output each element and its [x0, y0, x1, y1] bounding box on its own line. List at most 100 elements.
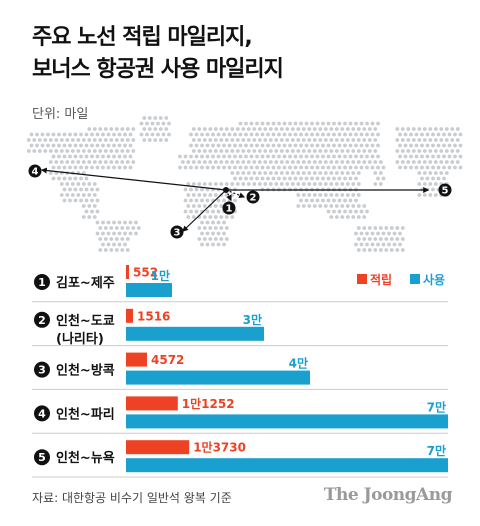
legend-swatch-use — [410, 274, 420, 284]
map-dot — [142, 116, 147, 120]
map-dot — [348, 176, 353, 181]
map-dot — [183, 187, 188, 192]
map-dot — [417, 149, 422, 153]
map-dot — [98, 226, 103, 230]
map-dot — [128, 231, 133, 236]
map-dot — [450, 127, 455, 131]
map-dot — [334, 127, 339, 131]
map-dot — [268, 182, 273, 186]
map-dot — [417, 171, 422, 175]
map-dot — [87, 193, 92, 197]
map-dot — [76, 193, 81, 197]
map-dot — [84, 132, 89, 137]
map-dot — [318, 160, 323, 164]
use-value-label: 1만 — [151, 268, 170, 283]
map-dot — [282, 165, 287, 170]
map-marker-number: 5 — [442, 186, 449, 197]
map-dot — [389, 248, 394, 252]
unit-label: 단위: 마일 — [32, 107, 89, 122]
map-dot — [216, 132, 221, 137]
map-dot — [191, 127, 196, 131]
map-dot — [263, 171, 268, 175]
use-value-label: 7만 — [427, 443, 446, 458]
brand-logo: The JoongAng — [323, 485, 453, 505]
earn-value-label: 1516 — [137, 309, 170, 323]
map-dot — [260, 143, 265, 148]
map-dot — [139, 121, 144, 126]
map-dot — [79, 165, 83, 170]
map-dot — [197, 182, 202, 186]
map-dot — [68, 187, 72, 192]
map-dot — [395, 138, 400, 142]
map-dot — [106, 143, 111, 148]
use-bar — [126, 370, 310, 385]
map-dot — [293, 165, 298, 170]
map-dot — [376, 176, 380, 181]
map-dot — [106, 154, 111, 159]
map-dot — [395, 160, 400, 164]
map-dot — [312, 193, 317, 197]
map-dot — [351, 171, 356, 175]
map-dot — [189, 209, 193, 214]
map-dot — [290, 160, 295, 164]
map-dot — [153, 116, 158, 120]
map-dot — [43, 138, 48, 142]
map-marker-number: 1 — [226, 204, 233, 215]
map-dot — [219, 138, 224, 142]
map-dot — [373, 237, 378, 241]
map-dot — [92, 204, 97, 208]
map-dot — [189, 187, 193, 192]
map-dot — [109, 160, 114, 164]
map-dot — [109, 248, 114, 252]
map-dot — [340, 171, 345, 175]
map-dot — [202, 226, 207, 230]
map-dot — [241, 171, 246, 175]
map-dot — [106, 242, 111, 247]
map-dot — [62, 132, 67, 137]
map-dot — [244, 121, 248, 126]
map-dot — [323, 127, 328, 131]
map-dot — [252, 160, 257, 164]
map-dot — [279, 160, 284, 164]
map-dot — [183, 154, 188, 159]
map-dot — [442, 165, 446, 170]
map-dot — [334, 193, 339, 197]
map-dot — [343, 209, 347, 214]
map-dot — [340, 127, 345, 131]
map-dot — [230, 193, 235, 197]
map-dot — [307, 182, 312, 186]
map-dot — [84, 176, 89, 181]
map-dot — [260, 121, 265, 126]
legend-label-earn: 적립 — [370, 272, 392, 287]
map-dot — [98, 149, 103, 153]
map-dot — [79, 132, 83, 137]
route-row-5: 5 인천~뉴욕 1만3730 7만 — [32, 440, 448, 478]
map-dot — [117, 143, 122, 148]
map-dot — [57, 143, 61, 148]
map-marker-badge — [246, 190, 260, 204]
map-dot — [233, 132, 237, 137]
map-dot — [337, 198, 342, 203]
map-dot — [356, 204, 361, 208]
map-dot — [213, 237, 218, 241]
map-marker-3: 3 — [170, 225, 184, 239]
map-dot — [362, 226, 367, 230]
map-dot — [48, 160, 53, 164]
map-dot — [208, 237, 213, 241]
map-dot — [373, 182, 378, 186]
map-dot — [323, 138, 328, 142]
map-dot — [123, 143, 127, 148]
map-dot — [345, 160, 350, 164]
map-dot — [337, 121, 342, 126]
map-dot — [257, 127, 262, 131]
map-dot — [134, 220, 138, 225]
map-marker-5: 5 — [438, 183, 452, 197]
map-dot — [233, 176, 237, 181]
map-dot — [246, 149, 251, 153]
map-dot — [428, 127, 433, 131]
map-dot — [205, 132, 210, 137]
map-dot — [197, 237, 202, 241]
map-dot — [373, 138, 378, 142]
map-dot — [57, 165, 61, 170]
map-dot — [189, 143, 193, 148]
